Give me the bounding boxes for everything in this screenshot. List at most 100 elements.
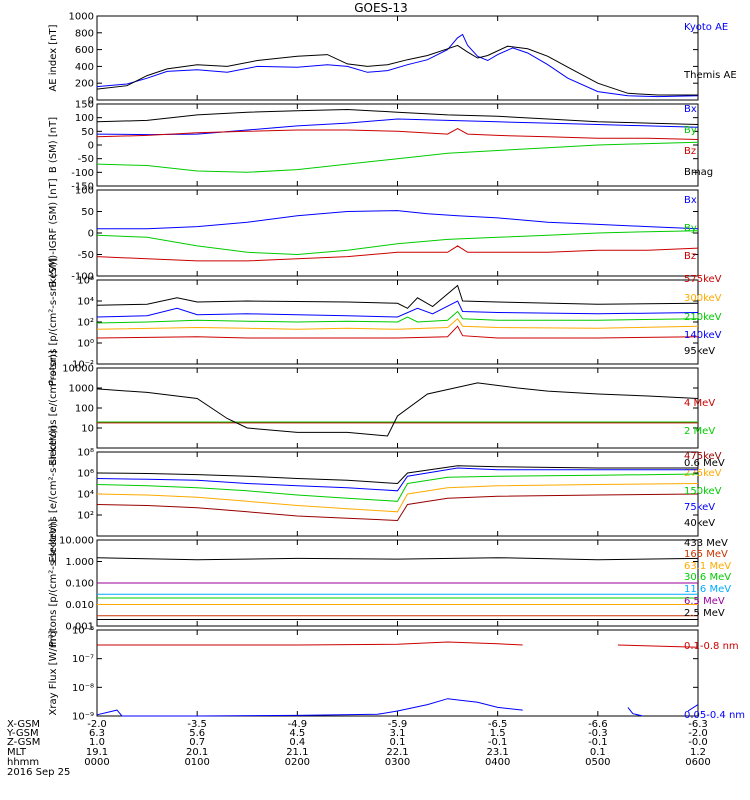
orbit-value: 1.5	[490, 728, 506, 739]
legend-575kev: 575keV	[684, 274, 722, 285]
y-axis-label: Xray Flux [W/m²]	[48, 630, 59, 715]
y-tick-label: 10⁻⁷	[72, 654, 94, 665]
y-tick-label: 10	[81, 424, 94, 435]
y-tick-label: 10⁴	[77, 490, 94, 501]
orbit-value: 0400	[485, 757, 510, 768]
legend-150kev: 150keV	[684, 486, 722, 497]
orbit-value: 0.7	[189, 737, 205, 748]
y-axis-label: Protons [p/(cm²-s-sr-keV)]	[48, 258, 59, 386]
y-axis-label: B (SM) [nT]	[48, 117, 59, 173]
legend-75kev: 75keV	[684, 502, 715, 513]
panel-8: 10⁻⁹ 10⁻⁸ 10⁻⁷ 10⁻⁶ Xray Flux [W/m²] 0.1-0.8 …	[48, 626, 745, 723]
orbit-value: -0.1	[588, 737, 608, 748]
series-line-140kev	[96, 300, 699, 318]
y-tick-label: 0	[88, 141, 94, 152]
y-axis-label: AE index [nT]	[48, 24, 59, 91]
orbit-value: -0.1	[488, 737, 508, 748]
series-line-300kev	[96, 318, 699, 330]
orbit-value: 0600	[685, 757, 710, 768]
y-tick-label: 0.100	[65, 579, 94, 590]
y-tick-label: 10²	[77, 318, 94, 329]
figure-title: GOES-13	[354, 1, 408, 15]
legend-40kev: 40keV	[684, 518, 715, 529]
y-tick-label: 0	[88, 96, 94, 107]
orbit-value: -2.0	[87, 719, 107, 730]
panel-2: -150 -100 -50 0 50 100 150 B (SM) [nT] Bx By Bz Bma…	[48, 100, 713, 193]
y-tick-label: 10⁶	[77, 276, 94, 287]
panel-4: 10⁻² 10⁰ 10² 10⁴ 10⁶ Protons [p/(cm²-s-sr-keV…	[48, 258, 722, 386]
orbit-value: -4.9	[288, 719, 308, 730]
y-tick-label: 200	[75, 79, 94, 90]
legend-2-mev: 2 MeV	[684, 426, 715, 437]
legend-0-05-0-4-nm: 0.05-0.4 nm	[684, 710, 745, 721]
orbit-row-label-mlt: MLT	[7, 747, 27, 758]
series-line-475kev	[96, 493, 699, 522]
orbit-value: -2.0	[688, 728, 708, 739]
y-tick-label: 10⁻²	[72, 360, 94, 371]
legend-themis-ae: Themis AE	[683, 70, 737, 81]
series-line-0-05-0-4-nm	[96, 698, 699, 717]
legend-by: By	[684, 223, 697, 234]
orbit-value: -6.3	[688, 719, 708, 730]
series-line-by	[96, 230, 699, 256]
orbit-value: 0500	[585, 757, 610, 768]
y-tick-label: -50	[78, 250, 94, 261]
orbit-value: 0.4	[289, 737, 305, 748]
series-line-150kev	[96, 473, 699, 502]
y-tick-label: 1000	[69, 12, 94, 23]
y-tick-label: 10.000	[59, 536, 94, 547]
orbit-value: 6.3	[89, 728, 105, 739]
y-tick-label: 0	[88, 229, 94, 240]
series-line-kyoto-ae	[96, 33, 699, 98]
legend-30-6-mev: 30.6 MeV	[684, 572, 731, 583]
legend-bx: Bx	[684, 104, 697, 115]
series-line-95kev	[96, 284, 699, 309]
series-line-themis-ae	[96, 44, 698, 96]
panel-1: 0 200 400 600 800 1000 AE index [nT] Kyoto AE Th…	[48, 12, 737, 107]
legend-300kev: 300keV	[684, 293, 722, 304]
series-line-by	[96, 141, 699, 173]
orbit-value: 20.1	[186, 747, 208, 758]
y-tick-label: 10⁸	[77, 448, 94, 459]
y-axis-label: Protons [p/(cm²-s-sr-keV)]	[48, 519, 59, 647]
series-line-0-1-0-8-nm	[97, 641, 699, 648]
legend-0-1-0-8-nm: 0.1-0.8 nm	[684, 641, 739, 652]
series-line-bmag	[96, 108, 699, 125]
orbit-value: 0000	[84, 757, 109, 768]
y-tick-label: -100	[71, 168, 94, 179]
plot-frame	[96, 15, 699, 101]
y-tick-label: 100	[75, 186, 94, 197]
orbit-row-label-x-gsm: X-GSM	[7, 719, 40, 730]
series-line-575kev	[96, 325, 699, 339]
y-tick-label: 150	[75, 100, 94, 111]
legend-bz: Bz	[684, 146, 696, 157]
legend-0-6-mev: 0.6 MeV	[684, 458, 725, 469]
orbit-value: -0.3	[588, 728, 608, 739]
legend-bz: Bz	[684, 251, 696, 262]
orbit-value: 0100	[184, 757, 209, 768]
plot-frame	[96, 367, 699, 449]
series-line-bx	[96, 118, 699, 136]
orbit-value: -0.0	[688, 737, 708, 748]
date-label: 2016 Sep 25	[7, 767, 70, 778]
orbit-value: 1.2	[690, 747, 706, 758]
series-line-210kev	[96, 310, 699, 324]
y-tick-label: -50	[78, 154, 94, 165]
orbit-value: 21.1	[286, 747, 308, 758]
y-tick-label: 100	[75, 404, 94, 415]
y-tick-label: 1.000	[65, 557, 94, 568]
orbit-value: -6.6	[588, 719, 608, 730]
legend-433-mev: 433 MeV	[684, 538, 728, 549]
orbit-value: 0200	[285, 757, 310, 768]
legend-11-6-mev: 11.6 MeV	[684, 584, 731, 595]
series-line-bz	[96, 128, 699, 140]
y-tick-label: 10⁶	[77, 469, 94, 480]
y-tick-label: 10000	[62, 364, 94, 375]
orbit-row-label-z-gsm: Z-GSM	[7, 737, 40, 748]
series-line-433-mev	[96, 557, 699, 561]
legend-4-mev: 4 MeV	[684, 398, 715, 409]
orbit-value: -5.9	[388, 719, 408, 730]
orbit-value: 19.1	[86, 747, 108, 758]
